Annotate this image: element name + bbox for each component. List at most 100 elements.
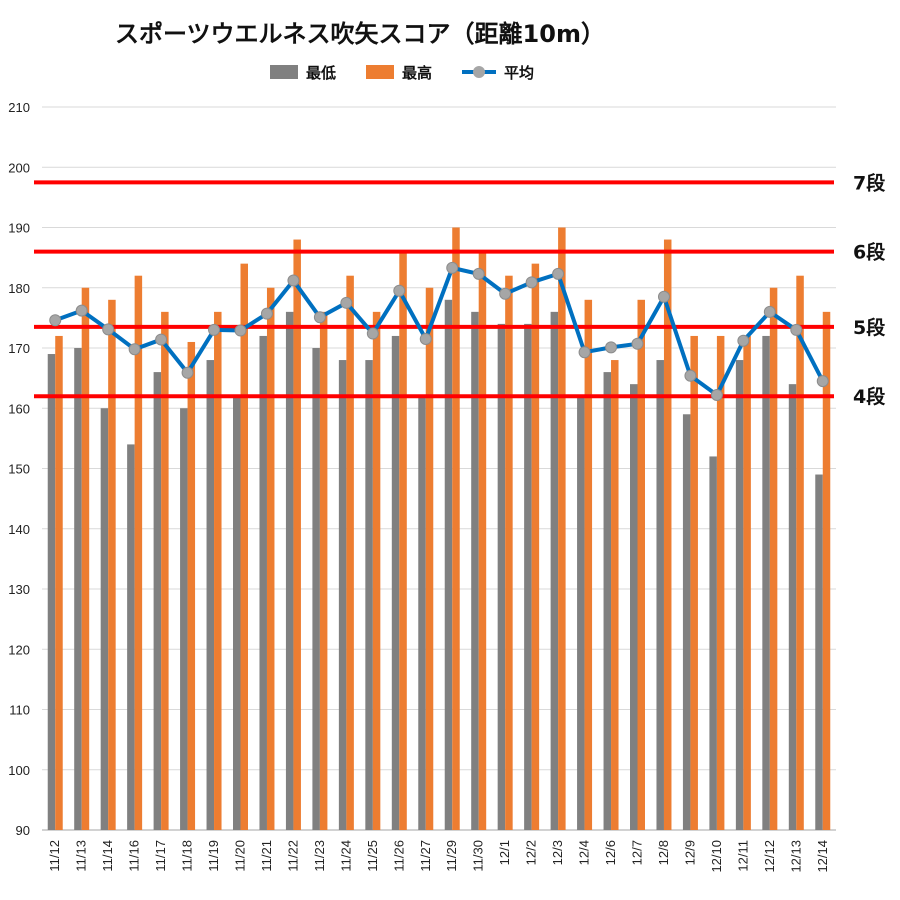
bar-max — [769, 287, 778, 830]
bar-layer — [47, 227, 831, 831]
average-point — [102, 323, 115, 336]
bar-max — [558, 227, 566, 830]
bar-min — [788, 384, 797, 830]
x-tick-label: 12/8 — [656, 840, 671, 865]
bar-min — [259, 335, 267, 830]
legend-swatch-min — [270, 65, 298, 79]
bar-min — [180, 408, 188, 830]
average-point — [684, 369, 697, 382]
reference-line-label: 5段 — [853, 316, 886, 339]
x-tick-label: 11/24 — [338, 840, 353, 872]
bar-max — [214, 311, 222, 831]
bar-max — [611, 360, 619, 830]
x-tick-label: 12/3 — [550, 840, 565, 865]
bar-min — [206, 360, 215, 830]
bar-min — [577, 396, 585, 830]
x-tick-label: 11/20 — [233, 840, 248, 872]
y-tick-label: 200 — [8, 160, 30, 175]
average-line — [54, 265, 825, 397]
average-point — [763, 305, 776, 318]
average-point — [155, 333, 168, 346]
legend-swatch-max — [366, 65, 395, 79]
bar-min — [471, 311, 479, 831]
average-point — [128, 343, 141, 356]
average-point — [552, 267, 565, 280]
x-tick-label: 11/23 — [312, 840, 327, 872]
bar-min — [338, 360, 347, 830]
average-point — [340, 296, 353, 309]
bar-max — [716, 335, 725, 830]
x-tick-label: 11/18 — [180, 840, 195, 872]
bar-max — [346, 275, 354, 830]
average-point — [657, 290, 670, 303]
y-tick-label: 90 — [16, 823, 30, 838]
bar-max — [372, 311, 381, 831]
bar-max — [822, 311, 831, 831]
bar-max — [743, 335, 751, 830]
bar-min — [47, 354, 56, 830]
bar-min — [656, 360, 664, 830]
average-point — [472, 267, 485, 280]
bar-max — [161, 311, 169, 831]
average-point — [313, 311, 326, 324]
bar-min — [815, 474, 823, 830]
x-tick-label: 11/13 — [74, 840, 89, 872]
bar-max — [81, 287, 90, 830]
reference-line-label: 6段 — [853, 241, 886, 264]
bar-min — [233, 396, 241, 830]
average-point — [234, 324, 247, 337]
x-tick-label: 12/2 — [524, 840, 539, 865]
bar-max — [319, 311, 328, 831]
bar-min — [524, 323, 532, 830]
bar-min — [127, 444, 135, 830]
bar-min — [418, 396, 426, 830]
y-tick-label: 190 — [8, 221, 30, 236]
x-tick-label: 12/13 — [788, 840, 803, 873]
bar-max — [240, 263, 248, 830]
x-tick-label: 12/14 — [815, 840, 830, 873]
legend-swatch-avg — [462, 65, 497, 79]
average-point — [499, 287, 512, 300]
y-tick-label: 140 — [8, 522, 30, 537]
bar-max — [55, 335, 63, 830]
average-point — [208, 323, 221, 336]
x-tick-label: 12/6 — [603, 840, 618, 865]
legend-item-min: 最低 — [270, 62, 336, 83]
x-tick-label: 12/10 — [709, 840, 724, 873]
x-tick-label: 12/9 — [682, 840, 697, 865]
bar-max — [584, 299, 593, 830]
x-tick-label: 11/19 — [206, 840, 221, 872]
x-tick-label: 12/1 — [497, 840, 512, 865]
y-tick-label: 170 — [8, 341, 30, 356]
bar-max — [663, 239, 672, 831]
legend-item-max: 最高 — [366, 62, 432, 83]
bar-max — [399, 251, 407, 831]
x-tick-label: 12/4 — [577, 840, 592, 865]
y-axis: 90 100 110 120 130 140 150 160 170 180 190 200 210 — [8, 100, 30, 838]
average-point — [260, 307, 273, 320]
y-tick-label: 110 — [9, 703, 30, 718]
legend-label-max: 最高 — [402, 63, 433, 82]
reference-line-label: 7段 — [853, 171, 886, 194]
x-tick-label: 11/17 — [153, 840, 168, 872]
x-tick-label: 11/14 — [100, 840, 115, 872]
x-tick-label: 11/27 — [418, 840, 433, 872]
average-point — [737, 334, 750, 347]
bar-max — [108, 299, 116, 830]
bar-max — [531, 263, 540, 830]
average-point — [790, 323, 803, 336]
bar-min — [444, 299, 453, 830]
bar-min — [100, 408, 109, 830]
average-point — [446, 261, 459, 274]
bar-min — [365, 360, 373, 830]
bar-min — [74, 348, 82, 830]
x-tick-label: 12/11 — [735, 840, 750, 872]
bar-min — [312, 348, 320, 830]
y-tick-label: 130 — [8, 582, 30, 597]
bar-min — [285, 311, 294, 831]
average-line-layer — [49, 261, 829, 401]
x-tick-label: 11/21 — [259, 840, 274, 872]
average-point — [49, 314, 62, 327]
grid-layer — [42, 106, 836, 831]
